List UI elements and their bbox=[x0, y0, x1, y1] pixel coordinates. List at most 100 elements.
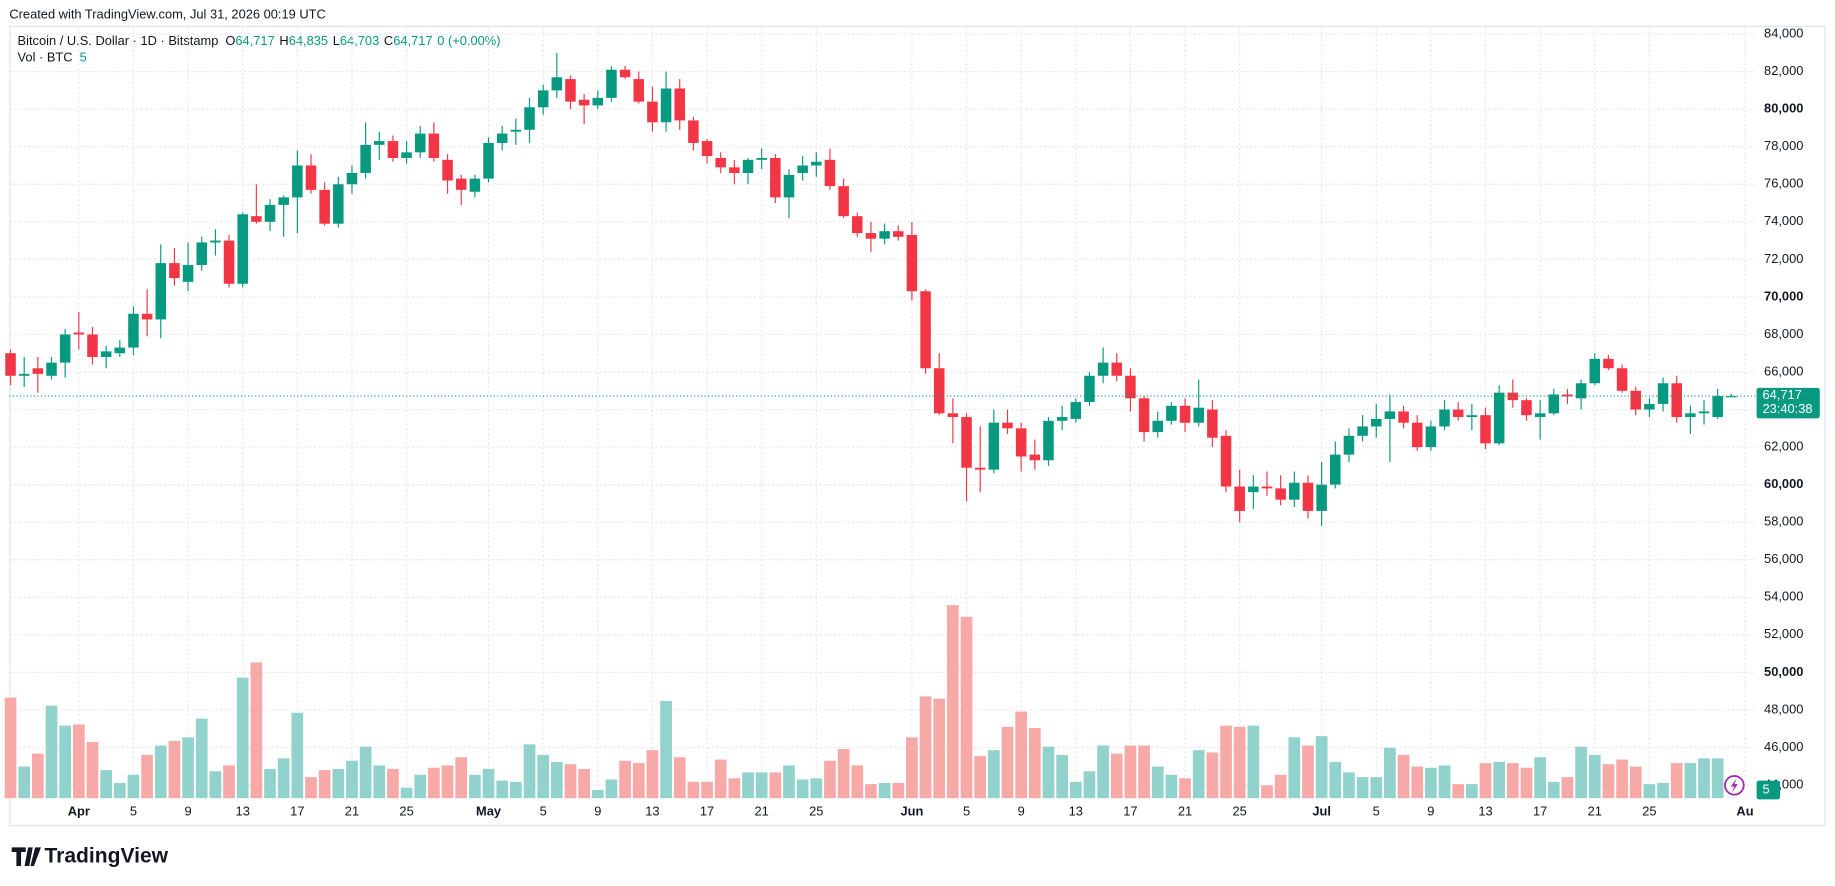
candle-body bbox=[933, 368, 945, 414]
volume-legend: Vol · BTC 5 bbox=[18, 50, 87, 65]
volume-bar bbox=[1261, 785, 1273, 799]
volume-bar bbox=[687, 781, 700, 799]
volume-value: 5 bbox=[80, 50, 87, 65]
y-tick-label: 68,000 bbox=[1764, 326, 1803, 341]
x-tick-label: May bbox=[476, 804, 502, 819]
volume-bar bbox=[45, 705, 58, 799]
candle-body bbox=[496, 133, 508, 143]
volume-bar bbox=[1179, 778, 1191, 799]
volume-bar bbox=[783, 765, 795, 799]
x-tick-label: 13 bbox=[236, 804, 250, 819]
volume-bar bbox=[305, 777, 317, 799]
volume-bar bbox=[59, 725, 72, 799]
candle-body bbox=[360, 144, 371, 173]
candle-body bbox=[1357, 426, 1368, 436]
volume-bar bbox=[1479, 763, 1492, 799]
x-tick-label: 13 bbox=[1478, 804, 1492, 819]
volume-bar bbox=[141, 754, 153, 799]
candle-body bbox=[1125, 375, 1136, 399]
volume-bar bbox=[400, 787, 413, 799]
volume-axis-label: 5 bbox=[1762, 781, 1769, 796]
candle-body bbox=[578, 99, 590, 106]
y-tick-label: 70,000 bbox=[1764, 288, 1803, 303]
candle-body bbox=[565, 79, 576, 102]
volume-bar bbox=[1097, 745, 1109, 799]
alert-bolt bbox=[1730, 778, 1738, 793]
volume-bar bbox=[673, 757, 686, 799]
candle-body bbox=[292, 165, 303, 198]
y-tick-label: 60,000 bbox=[1764, 476, 1803, 491]
candle-body bbox=[319, 189, 330, 224]
candle-body bbox=[892, 231, 904, 237]
candle-body bbox=[1302, 482, 1314, 511]
volume-bar bbox=[1329, 761, 1342, 799]
candle-body bbox=[46, 362, 57, 376]
candle-body bbox=[1480, 415, 1491, 444]
candle-body bbox=[387, 141, 399, 158]
legend-value: 64,703 bbox=[340, 34, 379, 49]
candle-body bbox=[1603, 358, 1614, 369]
y-tick-label: 82,000 bbox=[1764, 63, 1803, 78]
volume-bar bbox=[810, 778, 823, 799]
candle-body bbox=[264, 204, 276, 222]
candle-body bbox=[811, 161, 822, 166]
volume-bar bbox=[113, 782, 126, 799]
candle-body bbox=[333, 184, 344, 224]
x-tick-label: Jul bbox=[1312, 804, 1331, 819]
candle-body bbox=[141, 313, 153, 320]
y-tick-label: 76,000 bbox=[1764, 176, 1803, 191]
candle-body bbox=[1411, 422, 1423, 448]
candle-body bbox=[114, 347, 126, 354]
countdown-label: 23:40:38 bbox=[1762, 401, 1812, 416]
candle-body bbox=[374, 141, 385, 145]
x-tick-label: 25 bbox=[1642, 804, 1656, 819]
volume-bar bbox=[154, 745, 167, 799]
candle-body bbox=[688, 120, 699, 143]
y-tick-label: 62,000 bbox=[1764, 439, 1803, 454]
volume-bar bbox=[837, 749, 850, 799]
y-tick-label: 66,000 bbox=[1764, 363, 1803, 378]
volume-bar bbox=[1124, 745, 1137, 799]
volume-bar bbox=[1288, 737, 1301, 799]
x-tick-label: 21 bbox=[755, 804, 769, 819]
volume-bar bbox=[1670, 763, 1683, 799]
volume-bar bbox=[1138, 745, 1150, 799]
candle-body bbox=[1644, 403, 1655, 410]
candle-body bbox=[1616, 368, 1628, 391]
x-tick-label: 17 bbox=[1123, 804, 1137, 819]
logo-icon bbox=[11, 847, 41, 867]
volume-bar bbox=[182, 737, 194, 799]
x-tick-label: 5 bbox=[963, 804, 970, 819]
candle-body bbox=[169, 263, 180, 279]
volume-bar bbox=[523, 744, 536, 799]
y-tick-label: 78,000 bbox=[1764, 138, 1803, 153]
candle-body bbox=[59, 334, 71, 363]
candle-body bbox=[1562, 394, 1573, 397]
volume-bar bbox=[1192, 750, 1205, 799]
volume-bar bbox=[987, 750, 1000, 799]
candle-body bbox=[1712, 396, 1723, 418]
x-tick-label: 13 bbox=[1069, 804, 1083, 819]
volume-bar bbox=[537, 754, 550, 799]
candle-body bbox=[251, 216, 262, 222]
legend-change: 0 (+0.00%) bbox=[437, 34, 500, 49]
volume-bar bbox=[1384, 747, 1396, 799]
volume-bar bbox=[195, 718, 208, 799]
volume-bar bbox=[1698, 758, 1710, 799]
volume-bar bbox=[1711, 758, 1724, 799]
legend-value: 64,717 bbox=[393, 34, 432, 49]
candle-body bbox=[223, 240, 235, 284]
candle-body bbox=[1671, 383, 1682, 418]
volume-bar bbox=[387, 768, 399, 799]
candle-body bbox=[469, 178, 481, 192]
candle-body bbox=[1425, 426, 1437, 448]
legend-key: O bbox=[225, 34, 235, 49]
candle-body bbox=[455, 178, 467, 190]
candle-body bbox=[1316, 484, 1327, 511]
volume-bar bbox=[1315, 736, 1328, 799]
candle-body bbox=[278, 197, 289, 205]
volume-bar bbox=[209, 771, 222, 799]
candle-body bbox=[428, 133, 440, 158]
